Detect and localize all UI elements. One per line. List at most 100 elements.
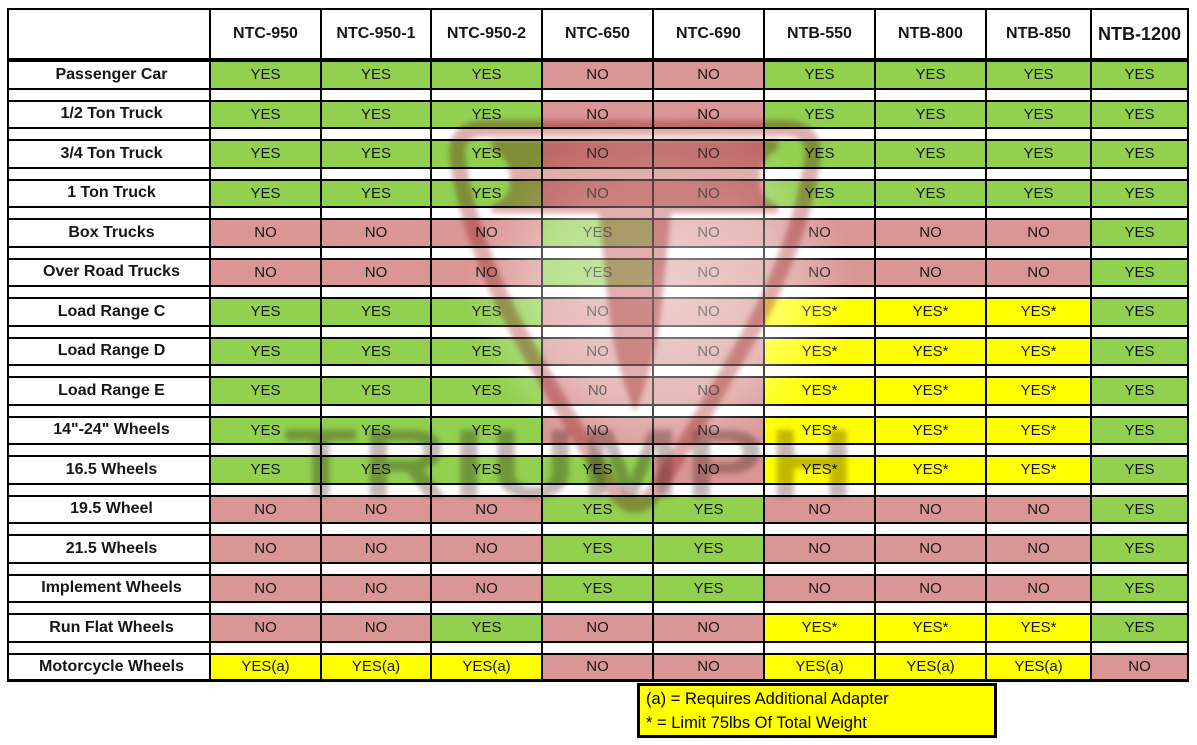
spacer-cell — [985, 445, 1090, 455]
matrix-cell: YES — [209, 455, 320, 485]
spacer-cell — [985, 524, 1090, 534]
spacer-cell — [874, 208, 985, 218]
matrix-cell: NO — [541, 415, 652, 445]
spacer-cell — [652, 405, 763, 416]
spacer-cell — [874, 247, 985, 258]
spacer-cell — [652, 563, 763, 574]
spacer-cell — [320, 642, 430, 653]
row-label: 14"-24" Wheels — [7, 415, 209, 445]
spacer-cell — [320, 168, 430, 179]
matrix-cell: YES — [1090, 60, 1189, 90]
matrix-cell: NO — [652, 376, 763, 406]
matrix-cell: YES* — [874, 415, 985, 445]
matrix-cell: NO — [652, 336, 763, 366]
spacer-cell — [1090, 129, 1189, 139]
matrix-cell: YES(a) — [320, 652, 430, 682]
matrix-cell: YES — [430, 99, 541, 129]
spacer-cell — [874, 563, 985, 574]
spacer-cell — [763, 642, 874, 653]
spacer-cell — [874, 129, 985, 139]
spacer-cell — [1090, 208, 1189, 218]
matrix-cell: NO — [763, 494, 874, 524]
matrix-cell: YES — [1090, 415, 1189, 445]
spacer-cell — [7, 484, 209, 495]
matrix-cell: NO — [209, 218, 320, 248]
matrix-cell: NO — [1090, 652, 1189, 682]
spacer-cell — [430, 287, 541, 297]
matrix-cell: YES* — [874, 613, 985, 643]
spacer-cell — [985, 89, 1090, 100]
spacer-cell — [1090, 287, 1189, 297]
spacer-cell — [320, 287, 430, 297]
row-label: 19.5 Wheel — [7, 494, 209, 524]
spacer-cell — [7, 524, 209, 534]
row-label: 3/4 Ton Truck — [7, 139, 209, 169]
matrix-cell: YES — [209, 297, 320, 327]
matrix-cell: NO — [209, 613, 320, 643]
spacer-cell — [320, 208, 430, 218]
matrix-cell: NO — [541, 178, 652, 208]
matrix-cell: NO — [320, 218, 430, 248]
matrix-cell: YES* — [763, 613, 874, 643]
spacer-cell — [541, 484, 652, 495]
spacer-cell — [320, 445, 430, 455]
matrix-cell: YES* — [763, 376, 874, 406]
spacer-cell — [1090, 366, 1189, 376]
matrix-cell: NO — [985, 257, 1090, 287]
matrix-cell: YES(a) — [430, 652, 541, 682]
spacer-cell — [1090, 247, 1189, 258]
matrix-cell: YES — [652, 494, 763, 524]
row-label: Box Trucks — [7, 218, 209, 248]
matrix-cell: NO — [430, 257, 541, 287]
row-label: 16.5 Wheels — [7, 455, 209, 485]
spacer-cell — [652, 168, 763, 179]
spacer-cell — [209, 484, 320, 495]
spacer-cell — [430, 563, 541, 574]
matrix-cell: NO — [763, 257, 874, 287]
matrix-cell: NO — [652, 178, 763, 208]
matrix-cell: NO — [320, 494, 430, 524]
matrix-cell: YES(a) — [763, 652, 874, 682]
column-header: NTB-850 — [985, 8, 1090, 60]
spacer-cell — [652, 247, 763, 258]
spacer-cell — [541, 524, 652, 534]
matrix-cell: YES* — [874, 455, 985, 485]
matrix-cell: NO — [763, 534, 874, 564]
spacer-cell — [7, 89, 209, 100]
spacer-cell — [652, 366, 763, 376]
spacer-cell — [1090, 445, 1189, 455]
matrix-cell: YES — [874, 60, 985, 90]
spacer-cell — [874, 484, 985, 495]
spacer-cell — [320, 405, 430, 416]
spacer-cell — [652, 484, 763, 495]
spacer-cell — [430, 405, 541, 416]
spacer-cell — [209, 287, 320, 297]
matrix-cell: YES — [430, 376, 541, 406]
matrix-cell: YES — [1090, 336, 1189, 366]
spacer-cell — [209, 326, 320, 337]
matrix-cell: NO — [430, 494, 541, 524]
spacer-cell — [541, 603, 652, 613]
legend-line-adapter: (a) = Requires Additional Adapter — [646, 690, 889, 708]
spacer-cell — [430, 129, 541, 139]
spacer-cell — [320, 484, 430, 495]
matrix-cell: NO — [652, 613, 763, 643]
spacer-cell — [320, 129, 430, 139]
spacer-cell — [763, 287, 874, 297]
spacer-cell — [541, 208, 652, 218]
spacer-cell — [7, 563, 209, 574]
spacer-cell — [320, 366, 430, 376]
matrix-cell: NO — [430, 218, 541, 248]
spacer-cell — [1090, 326, 1189, 337]
spacer-cell — [209, 524, 320, 534]
matrix-cell: YES — [430, 297, 541, 327]
matrix-cell: YES — [320, 336, 430, 366]
spacer-cell — [874, 366, 985, 376]
spacer-cell — [7, 405, 209, 416]
matrix-cell: YES — [652, 573, 763, 603]
spacer-cell — [1090, 168, 1189, 179]
spacer-cell — [320, 524, 430, 534]
spacer-cell — [1090, 603, 1189, 613]
matrix-cell: YES* — [874, 297, 985, 327]
